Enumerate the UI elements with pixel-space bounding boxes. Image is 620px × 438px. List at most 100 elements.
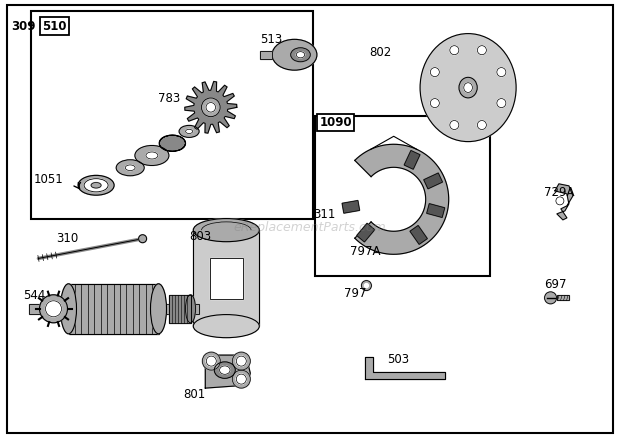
Circle shape <box>361 281 371 290</box>
Ellipse shape <box>159 135 185 151</box>
Circle shape <box>236 374 246 384</box>
Bar <box>68 284 159 334</box>
Polygon shape <box>365 357 445 379</box>
Circle shape <box>477 46 486 55</box>
Ellipse shape <box>420 34 516 141</box>
Circle shape <box>232 352 250 370</box>
Bar <box>68 284 159 334</box>
Polygon shape <box>205 355 250 388</box>
Bar <box>193 230 259 326</box>
Bar <box>315 116 490 276</box>
Circle shape <box>430 99 440 108</box>
Ellipse shape <box>91 183 101 188</box>
Circle shape <box>40 295 68 323</box>
Ellipse shape <box>185 295 195 323</box>
Text: 802: 802 <box>369 46 391 59</box>
Bar <box>423 173 443 189</box>
Ellipse shape <box>193 314 259 338</box>
Bar <box>557 295 569 300</box>
Bar <box>31 11 313 219</box>
Ellipse shape <box>125 165 135 170</box>
Text: 309: 309 <box>11 20 36 33</box>
Polygon shape <box>185 81 237 133</box>
Bar <box>210 258 243 299</box>
Ellipse shape <box>146 152 158 159</box>
Circle shape <box>236 356 246 366</box>
Bar <box>427 204 445 217</box>
Text: 803: 803 <box>189 230 211 243</box>
Ellipse shape <box>159 135 185 151</box>
Bar <box>193 230 259 326</box>
Text: 801: 801 <box>183 388 205 401</box>
Circle shape <box>206 102 216 112</box>
Text: 503: 503 <box>388 353 410 366</box>
Bar <box>423 173 443 189</box>
Bar <box>427 204 445 217</box>
Bar <box>29 304 198 314</box>
Text: 797: 797 <box>344 287 366 300</box>
Text: 310: 310 <box>56 232 78 245</box>
Bar <box>169 295 190 323</box>
Circle shape <box>497 99 506 108</box>
Ellipse shape <box>185 129 193 134</box>
Circle shape <box>45 301 61 317</box>
Circle shape <box>206 356 216 366</box>
Ellipse shape <box>159 135 185 151</box>
Ellipse shape <box>159 135 185 151</box>
Bar <box>260 51 272 59</box>
Polygon shape <box>355 144 449 254</box>
Text: 513: 513 <box>260 33 283 46</box>
Polygon shape <box>555 184 573 220</box>
Text: 797A: 797A <box>350 245 381 258</box>
Text: 544: 544 <box>24 289 46 302</box>
Ellipse shape <box>179 125 199 138</box>
Ellipse shape <box>291 48 310 62</box>
Text: 311: 311 <box>313 208 335 221</box>
Circle shape <box>450 120 459 130</box>
Bar <box>356 223 374 242</box>
Bar <box>210 258 243 299</box>
Circle shape <box>232 370 250 388</box>
Ellipse shape <box>219 366 230 374</box>
Bar <box>260 51 272 59</box>
Ellipse shape <box>61 284 76 334</box>
Circle shape <box>544 292 557 304</box>
Circle shape <box>202 98 220 117</box>
Circle shape <box>365 283 368 288</box>
Ellipse shape <box>215 362 236 378</box>
Bar <box>169 295 190 323</box>
Ellipse shape <box>159 135 185 151</box>
Ellipse shape <box>78 175 114 195</box>
Ellipse shape <box>272 39 317 70</box>
Circle shape <box>430 67 440 77</box>
Circle shape <box>556 197 564 205</box>
Ellipse shape <box>296 52 304 58</box>
Text: 729A: 729A <box>544 186 575 199</box>
Circle shape <box>497 67 506 77</box>
Bar <box>410 226 427 244</box>
Text: 783: 783 <box>158 92 180 105</box>
Ellipse shape <box>464 83 472 92</box>
Circle shape <box>202 352 220 370</box>
Bar <box>404 151 420 169</box>
Circle shape <box>477 120 486 130</box>
Ellipse shape <box>116 160 144 176</box>
Bar <box>29 304 198 314</box>
Ellipse shape <box>193 219 259 242</box>
Ellipse shape <box>84 179 108 192</box>
Text: 1090: 1090 <box>319 116 352 129</box>
Bar <box>410 226 427 244</box>
Circle shape <box>206 356 216 366</box>
Text: 697: 697 <box>544 278 567 291</box>
Bar <box>342 201 360 213</box>
Ellipse shape <box>159 135 185 151</box>
Circle shape <box>236 356 246 366</box>
Bar <box>557 295 569 300</box>
Ellipse shape <box>135 145 169 166</box>
Circle shape <box>139 235 146 243</box>
Circle shape <box>450 46 459 55</box>
Text: eReplacementParts.com: eReplacementParts.com <box>234 221 386 234</box>
Ellipse shape <box>459 78 477 98</box>
Bar <box>404 151 420 169</box>
Circle shape <box>236 374 246 384</box>
